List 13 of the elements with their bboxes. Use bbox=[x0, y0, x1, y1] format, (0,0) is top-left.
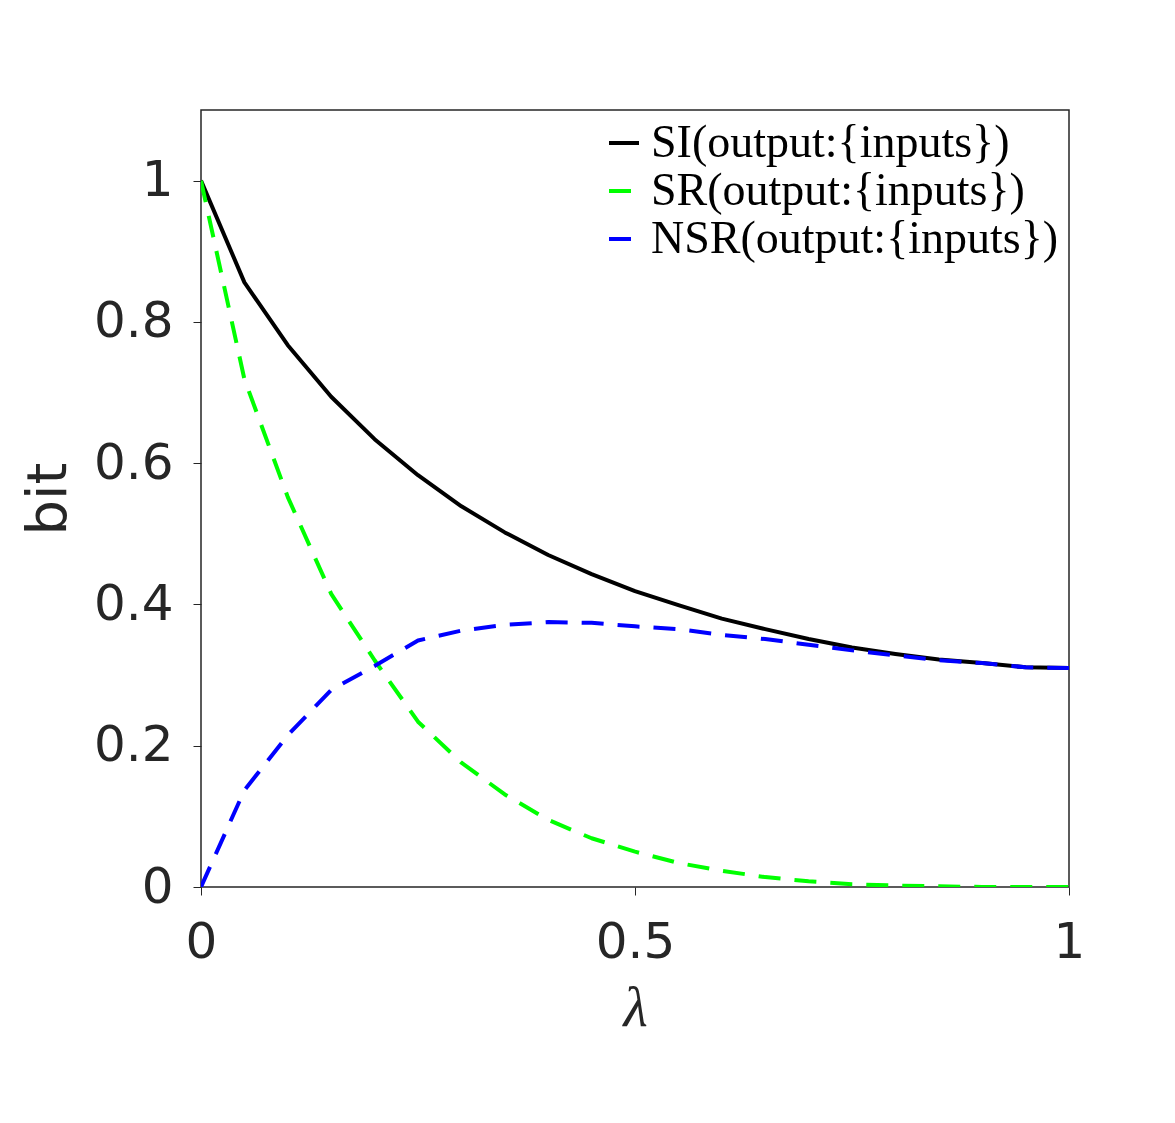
line-series bbox=[201, 620, 1069, 887]
y-tick-label: 1 bbox=[141, 150, 174, 209]
y-tick-label: 0.8 bbox=[93, 291, 174, 350]
y-tick-label: 0.4 bbox=[93, 573, 174, 632]
y-tick-label: 0.6 bbox=[93, 432, 174, 491]
y-tick-label: 0.2 bbox=[93, 715, 174, 774]
x-axis-title: λ bbox=[621, 975, 648, 1038]
y-axis-title: bit bbox=[13, 462, 79, 536]
legend-label: SI(output:{inputs}) bbox=[651, 116, 1010, 167]
x-tick-label: 1 bbox=[1053, 911, 1086, 970]
x-tick-label: 0 bbox=[185, 911, 218, 970]
y-tick-label: 0 bbox=[141, 856, 174, 915]
x-tick-label: 0.5 bbox=[595, 911, 676, 970]
